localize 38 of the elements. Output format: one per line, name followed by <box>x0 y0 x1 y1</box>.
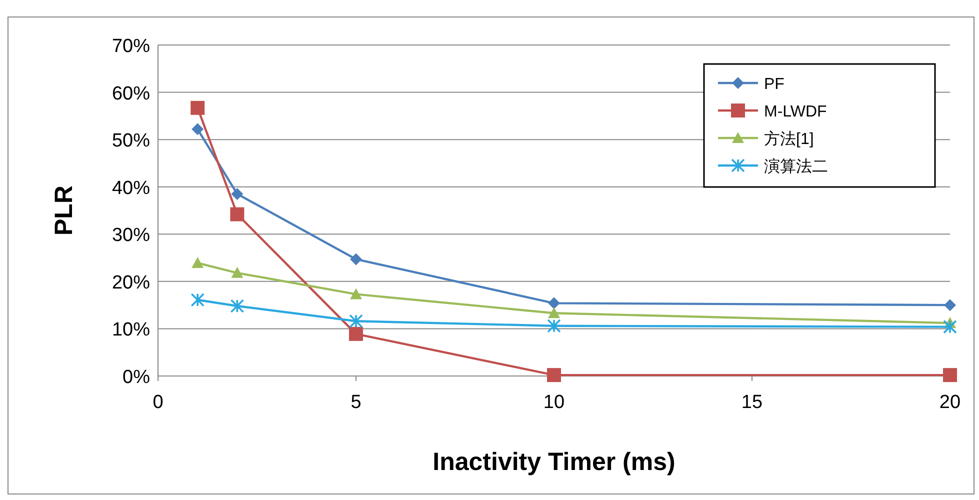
x-tick-label: 15 <box>741 392 763 413</box>
point <box>349 326 363 341</box>
y-tick-label: 50% <box>112 130 150 152</box>
legend-label: 方法[1] <box>764 130 814 148</box>
point <box>547 368 561 382</box>
point <box>190 100 205 115</box>
point <box>190 292 204 307</box>
point <box>231 188 244 200</box>
point <box>547 318 561 333</box>
point <box>350 253 362 266</box>
y-tick-label: 20% <box>112 272 150 294</box>
point <box>548 297 560 310</box>
y-tick-label: 40% <box>112 178 150 199</box>
y-axis-title: PLR <box>50 186 78 236</box>
point <box>943 320 957 334</box>
point <box>548 307 560 318</box>
point <box>192 123 204 136</box>
y-tick-label: 60% <box>112 83 150 104</box>
y-tick-label: 0% <box>122 367 150 388</box>
y-tick-label: 70% <box>112 36 150 57</box>
y-tick-label: 10% <box>112 320 150 341</box>
x-tick-label: 10 <box>543 392 565 413</box>
point <box>349 314 363 328</box>
legend-label: M-LWDF <box>764 104 828 120</box>
point <box>230 207 244 222</box>
point <box>944 299 956 312</box>
legend-label: PF <box>764 76 785 93</box>
y-tick-label: 30% <box>112 225 150 246</box>
x-axis-title: Inactivity Timer (ms) <box>432 448 676 476</box>
x-tick-label: 0 <box>152 392 164 413</box>
x-tick-label: 5 <box>350 392 362 413</box>
point <box>231 266 244 278</box>
point <box>943 368 957 382</box>
point <box>192 256 204 268</box>
point <box>230 299 244 313</box>
legend-label: 演算法二 <box>764 158 828 176</box>
point <box>350 288 362 300</box>
x-tick-label: 20 <box>939 392 961 413</box>
